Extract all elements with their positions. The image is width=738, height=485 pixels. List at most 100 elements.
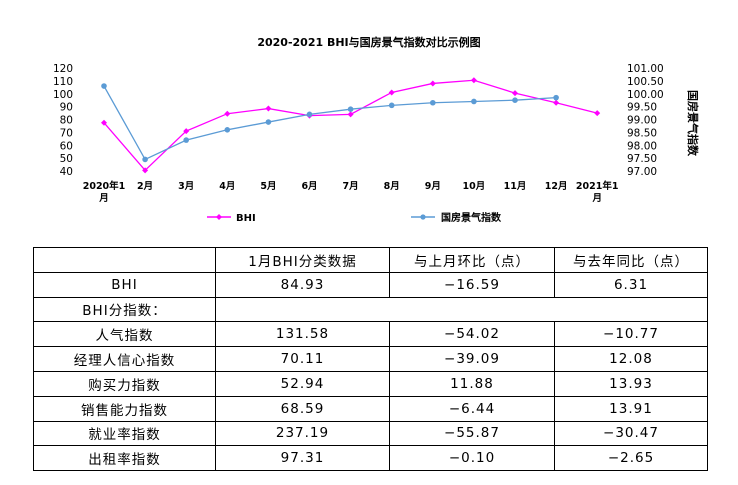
x-axis-tick-label: 9月 [425, 181, 441, 192]
cell-mom: 11.88 [389, 370, 555, 397]
x-axis-tick-label: 3月 [178, 181, 194, 192]
data-point-national [471, 98, 477, 105]
right-axis-tick-label: 98.50 [627, 127, 657, 139]
data-point-bhi [470, 77, 477, 84]
row-label: BHI [33, 271, 216, 298]
header-cell-year-on-year: 与去年同比（点） [554, 247, 708, 273]
x-axis-ticks: 2020年1 月 2月 3月 4月 5月 6月 7月 8月 9月 10月 11月 12月 2021年1 月 [83, 180, 619, 204]
right-axis-tick-label: 97.50 [627, 153, 657, 165]
row-label: 购买力指数 [33, 370, 216, 397]
left-axis-tick-label: 100 [53, 89, 73, 101]
data-point-bhi [388, 89, 395, 96]
data-point-national [512, 97, 518, 103]
x-axis-tick-label: 11月 [504, 181, 527, 192]
left-axis-tick-label: 50 [60, 153, 73, 165]
left-axis-tick-label: 90 [60, 102, 73, 114]
x-axis-tick-label: 10月 [463, 181, 486, 192]
data-point-national [306, 111, 313, 118]
legend-bhi-label: BHI [236, 213, 256, 224]
cell-mom: −0.10 [389, 445, 555, 472]
table-row: 经理人信心指数 70.11 −39.09 12.08 [33, 346, 708, 372]
right-axis-tick-label: 100.50 [627, 76, 664, 88]
table-row: 销售能力指数 68.59 −6.44 13.91 [33, 395, 708, 422]
cell-value: 52.94 [215, 370, 390, 397]
data-point-bhi [101, 119, 107, 126]
x-axis-tick-label: 8月 [384, 181, 400, 192]
x-axis-tick-label: 2020年1 月 [83, 180, 126, 204]
data-point-national [183, 137, 189, 143]
cell-mom: −16.59 [389, 271, 555, 298]
table-header-row: 1月BHI分类数据 与上月环比（点） 与去年同比（点） [33, 247, 708, 273]
x-axis-tick-label: 5月 [260, 181, 276, 192]
data-point-national [388, 102, 395, 109]
table-row: 出租率指数 97.31 −0.10 −2.65 [33, 445, 708, 472]
row-label: 销售能力指数 [33, 395, 216, 422]
legend-bhi-marker [216, 214, 222, 220]
x-axis-tick-label: 2月 [137, 181, 153, 192]
cell-yoy: −2.65 [554, 445, 708, 472]
series-line-bhi [103, 79, 598, 172]
data-point-national [347, 106, 354, 112]
data-point-national [553, 94, 559, 101]
cell-mom: −39.09 [389, 346, 555, 372]
row-label: 出租率指数 [33, 445, 216, 472]
row-label: 就业率指数 [33, 420, 216, 447]
data-point-bhi [183, 128, 190, 135]
right-axis-ticks: 97.0097.5098.0098.5099.0099.50100.00100.… [627, 63, 664, 178]
section-filler [215, 296, 708, 323]
header-cell-january-data: 1月BHI分类数据 [215, 247, 390, 273]
legend-national-marker [420, 214, 426, 220]
right-axis-tick-label: 99.00 [627, 115, 657, 127]
data-point-national [430, 99, 436, 106]
right-axis-tick-label: 99.50 [627, 102, 657, 114]
x-axis-tick-label: 7月 [343, 181, 359, 192]
left-axis-tick-label: 110 [53, 76, 73, 88]
section-label: BHI分指数： [33, 296, 216, 323]
data-point-national [224, 127, 231, 133]
x-axis-tick-label: 2021年1 月 [576, 180, 619, 204]
cell-yoy: 6.31 [554, 271, 708, 298]
right-axis-label: 国房景气指数 [686, 90, 700, 157]
data-point-bhi [594, 110, 601, 117]
cell-value: 70.11 [215, 346, 390, 372]
series-layer [101, 77, 601, 174]
bhi-data-table: 1月BHI分类数据 与上月环比（点） 与去年同比（点） BHI 84.93 −1… [33, 247, 708, 472]
cell-yoy: 13.93 [554, 370, 708, 397]
cell-value: 68.59 [215, 395, 390, 422]
left-axis-tick-label: 40 [60, 166, 73, 178]
table-section-row: BHI分指数： [33, 296, 708, 323]
left-axis-tick-label: 70 [60, 127, 73, 139]
data-point-bhi [429, 80, 436, 87]
legend-national-label: 国房景气指数 [441, 211, 502, 224]
table-row: 人气指数 131.58 −54.02 −10.77 [33, 321, 708, 348]
cell-value: 131.58 [215, 321, 390, 348]
x-axis-tick-label: 6月 [301, 181, 317, 192]
cell-yoy: 12.08 [554, 346, 708, 372]
cell-mom: −55.87 [389, 420, 555, 447]
data-point-bhi [512, 90, 518, 97]
data-point-national [142, 156, 148, 163]
row-label: 人气指数 [33, 321, 216, 348]
cell-mom: −6.44 [389, 395, 555, 422]
right-axis-tick-label: 100.00 [627, 89, 664, 101]
x-axis-tick-label: 4月 [219, 181, 235, 192]
row-label: 经理人信心指数 [33, 346, 216, 372]
chart-title: 2020-2021 BHI与国房景气指数对比示例图 [257, 35, 480, 49]
cell-mom: −54.02 [389, 321, 555, 348]
legend: BHI 国房景气指数 [207, 211, 502, 224]
header-cell-empty [33, 247, 216, 273]
cell-yoy: −30.47 [554, 420, 708, 447]
cell-value: 97.31 [215, 445, 390, 472]
table-row-bhi: BHI 84.93 −16.59 6.31 [33, 271, 708, 298]
right-axis-tick-label: 97.00 [627, 166, 657, 178]
data-point-national [265, 119, 272, 125]
header-cell-month-on-month: 与上月环比（点） [389, 247, 555, 273]
cell-value: 237.19 [215, 420, 390, 447]
data-point-bhi [265, 105, 272, 112]
data-point-national [101, 83, 107, 89]
right-axis-tick-label: 101.00 [627, 63, 664, 75]
bhi-comparison-chart: 2020-2021 BHI与国房景气指数对比示例图 40506070809010… [53, 35, 700, 224]
data-point-bhi [347, 111, 354, 118]
cell-value: 84.93 [215, 271, 390, 298]
